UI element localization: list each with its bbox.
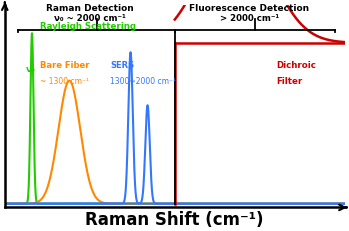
Text: Bare Fiber: Bare Fiber bbox=[40, 61, 90, 70]
Text: SERS: SERS bbox=[110, 61, 134, 70]
Text: Raman Detection: Raman Detection bbox=[46, 3, 134, 12]
Text: 1300~2000 cm⁻¹: 1300~2000 cm⁻¹ bbox=[110, 76, 176, 85]
Text: Rayleigh Scattering: Rayleigh Scattering bbox=[40, 21, 136, 30]
Text: ν₀ ~ 2000 cm⁻¹: ν₀ ~ 2000 cm⁻¹ bbox=[54, 14, 126, 23]
X-axis label: Raman Shift (cm⁻¹): Raman Shift (cm⁻¹) bbox=[86, 210, 264, 228]
Text: ν₀: ν₀ bbox=[26, 65, 36, 74]
Text: Filter: Filter bbox=[277, 76, 303, 85]
Text: Dichroic: Dichroic bbox=[277, 61, 317, 70]
Text: > 2000 cm⁻¹: > 2000 cm⁻¹ bbox=[220, 14, 279, 23]
Text: Fluorescence Detection: Fluorescence Detection bbox=[190, 3, 310, 12]
Text: ~ 1300 cm⁻¹: ~ 1300 cm⁻¹ bbox=[40, 76, 89, 85]
